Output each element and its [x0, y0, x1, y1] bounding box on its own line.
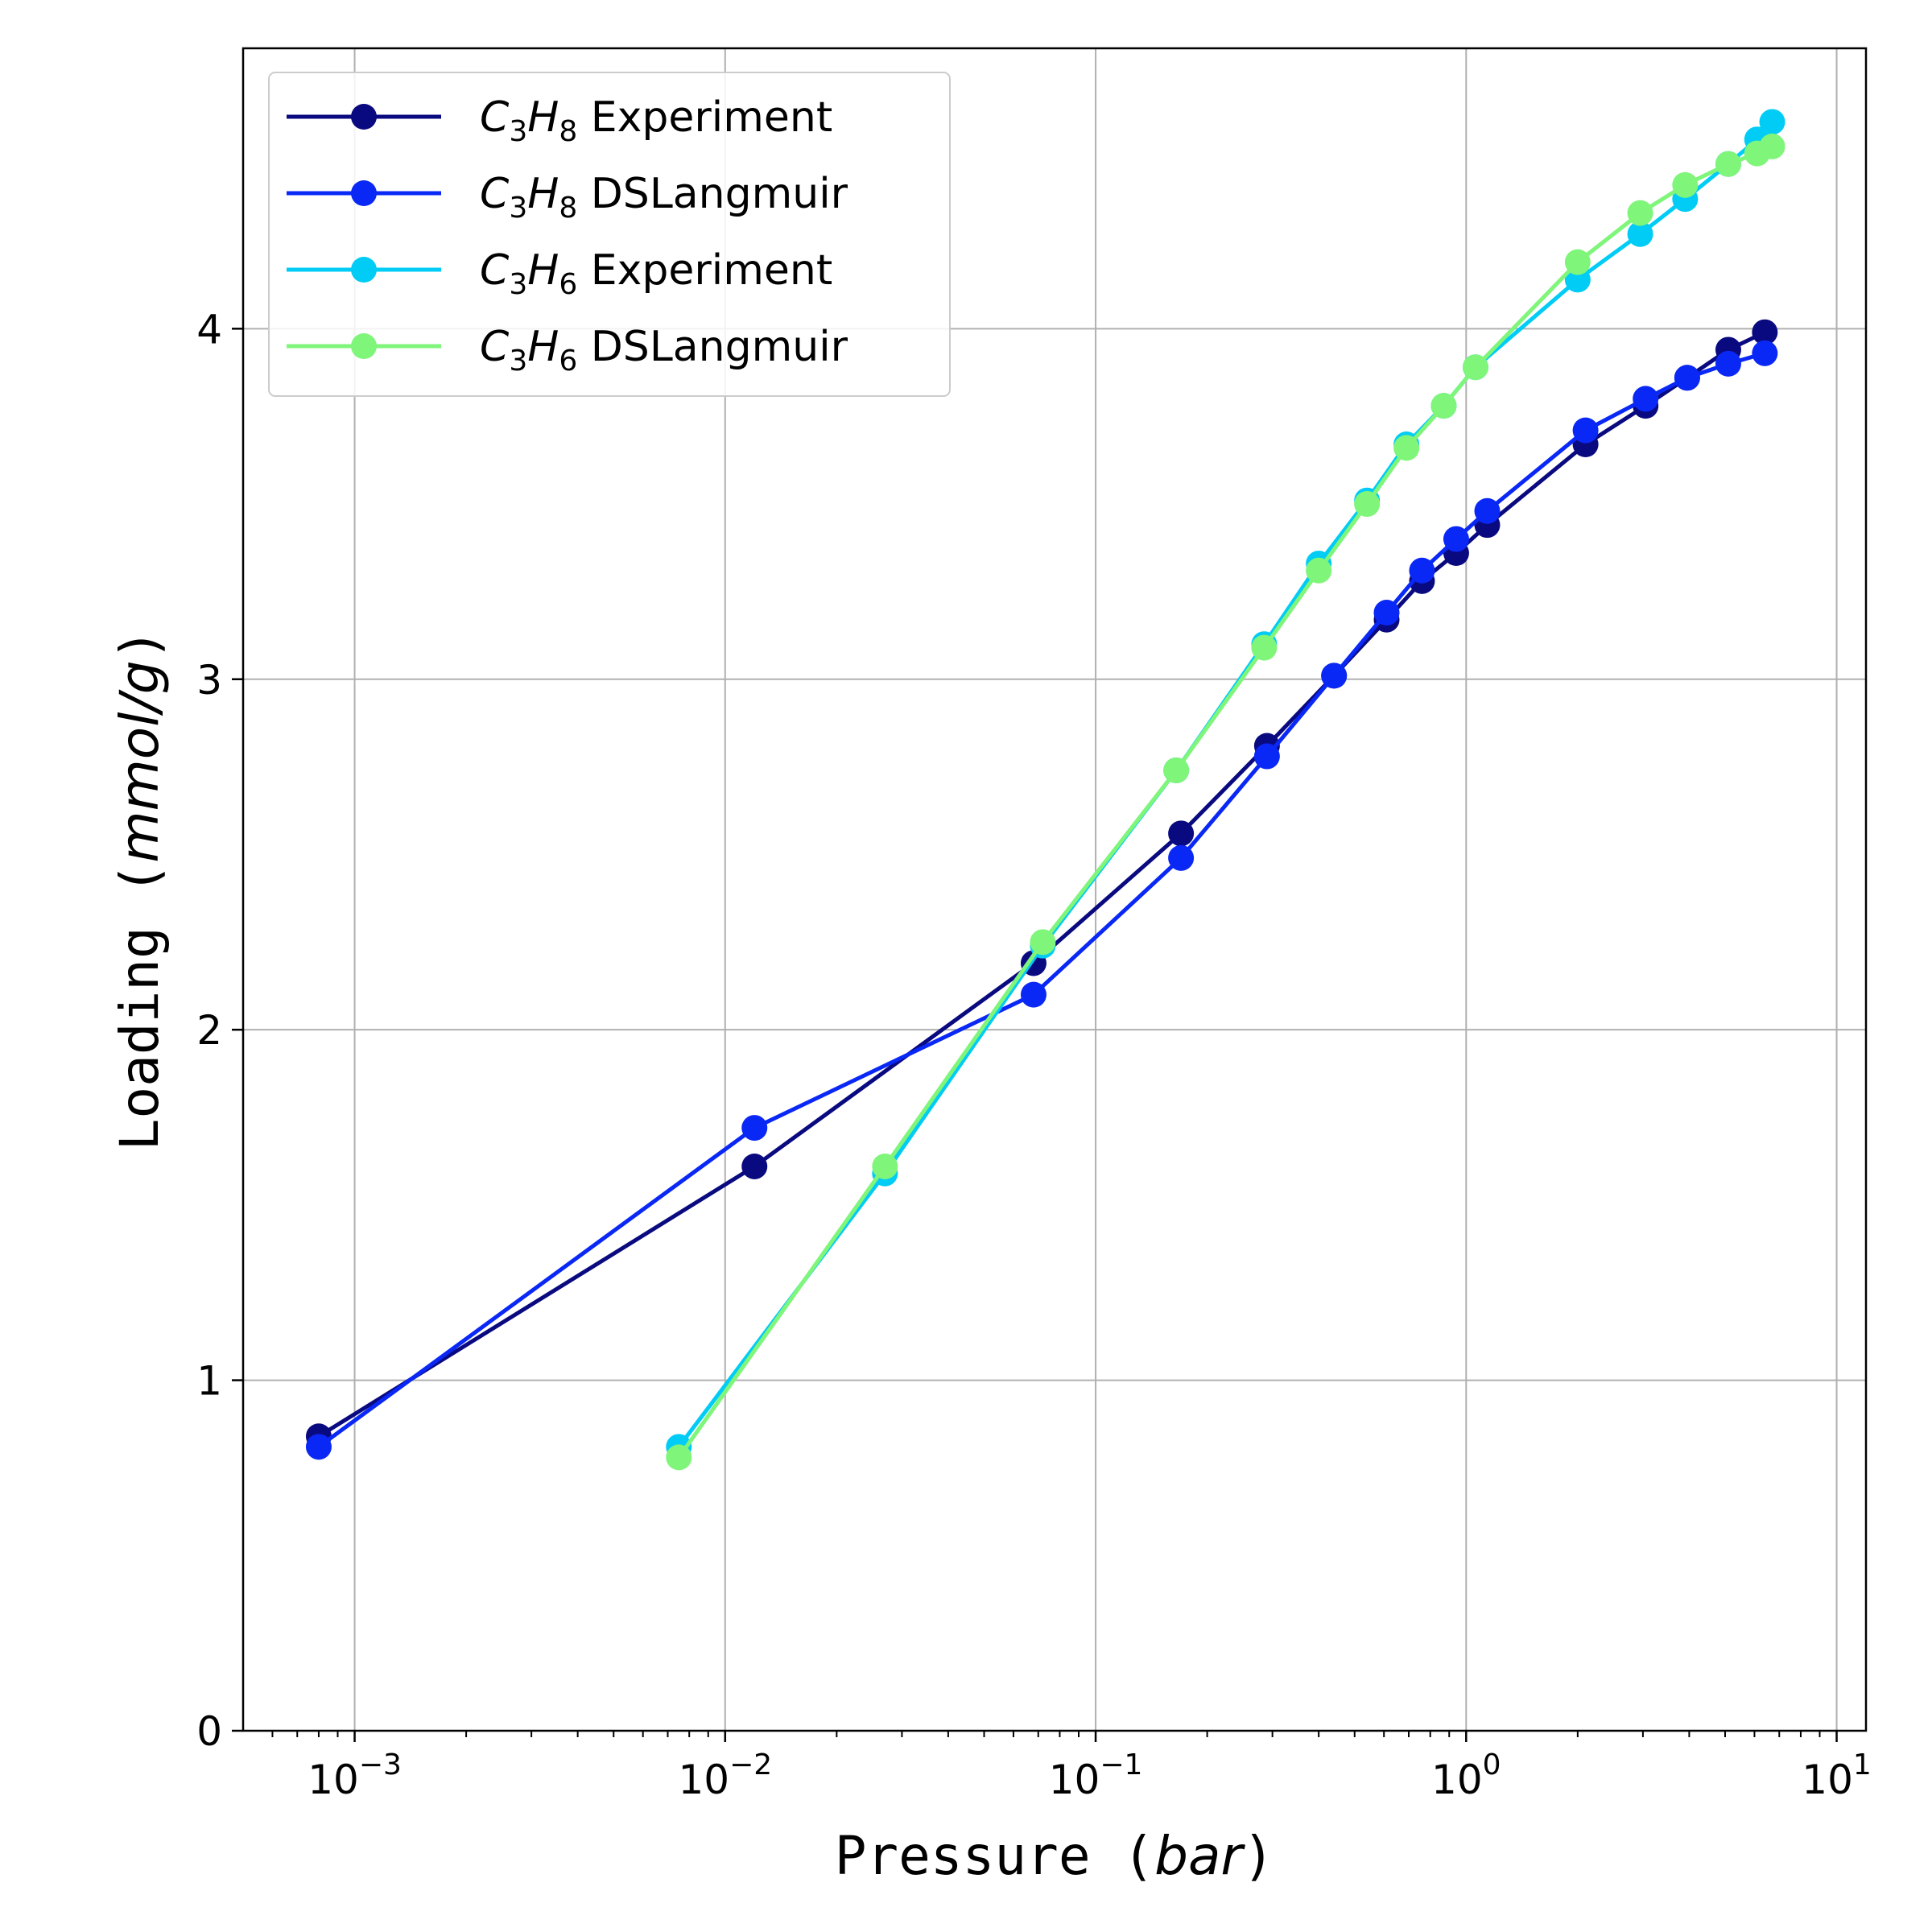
data-point — [1430, 393, 1457, 419]
data-point — [741, 1153, 768, 1179]
series-line — [317, 330, 1766, 1439]
data-point — [305, 1434, 332, 1460]
series-line — [677, 144, 1773, 1459]
y-axis-title: Loading (mmol/g) — [109, 629, 171, 1151]
data-point — [1474, 497, 1501, 524]
legend-box — [268, 72, 951, 397]
data-point — [872, 1153, 898, 1179]
legend-marker — [351, 180, 377, 206]
x-axis-label: Pressure — [835, 1825, 1091, 1887]
y-tick-label: 1 — [196, 1358, 222, 1405]
data-point — [1253, 743, 1280, 770]
data-point — [1443, 526, 1469, 552]
legend-label: C3H8 Experiment — [480, 93, 832, 148]
y-tick-label: 0 — [196, 1708, 222, 1755]
data-point — [1168, 844, 1195, 871]
data-point — [1759, 133, 1785, 159]
series-2 — [305, 340, 1778, 1460]
data-point — [1674, 365, 1700, 391]
legend-marker — [351, 257, 377, 283]
legend-item: C3H8 Experiment — [287, 93, 832, 148]
data-point — [1373, 600, 1400, 626]
series-line — [317, 351, 1766, 1449]
y-axis-label: Loading — [109, 927, 171, 1150]
plot-frame — [242, 47, 1868, 1732]
data-point — [1354, 491, 1381, 518]
x-tick-label: 10−1 — [1049, 1748, 1143, 1803]
data-point — [1752, 340, 1778, 366]
data-point — [1572, 417, 1599, 444]
series-layer — [305, 109, 1785, 1471]
data-point — [1752, 319, 1778, 345]
legend-item: C3H8 DSLangmuir — [287, 170, 848, 225]
legend-item: C3H6 Experiment — [287, 246, 832, 301]
data-point — [666, 1444, 692, 1471]
data-point — [1020, 981, 1046, 1008]
data-point — [1462, 354, 1488, 381]
data-point — [1672, 171, 1699, 198]
y-tick-label: 4 — [196, 306, 222, 353]
data-point — [1627, 200, 1653, 226]
legend-label: C3H6 DSLangmuir — [480, 323, 848, 378]
data-point — [1759, 109, 1785, 135]
data-point — [1393, 435, 1420, 461]
data-point — [741, 1115, 768, 1141]
series-4 — [666, 133, 1785, 1471]
legend-marker — [351, 104, 377, 130]
legend-label: C3H8 DSLangmuir — [480, 170, 848, 225]
data-point — [1163, 757, 1190, 783]
data-point — [1715, 151, 1741, 177]
data-point — [1715, 350, 1741, 377]
y-tick-label: 2 — [196, 1007, 222, 1054]
x-axis-title: Pressure (bar) — [835, 1825, 1275, 1887]
x-tick-label: 10−3 — [308, 1748, 402, 1803]
data-point — [1030, 929, 1056, 956]
legend-label: C3H6 Experiment — [480, 246, 832, 301]
legend: C3H8 Experiment C3H8 DSLangmuir C3H6 Exper… — [268, 72, 951, 397]
data-point — [1564, 249, 1591, 275]
legend-marker — [351, 333, 377, 359]
data-point — [1306, 557, 1332, 584]
x-tick-label: 100 — [1431, 1748, 1501, 1803]
x-axis-unit: bar — [1154, 1825, 1245, 1887]
data-point — [1321, 663, 1348, 689]
series-1 — [305, 319, 1778, 1450]
y-axis-unit: mmol/g — [109, 660, 171, 862]
x-tick-label: 101 — [1802, 1748, 1872, 1803]
data-point — [1627, 221, 1653, 247]
x-tick-label: 10−2 — [678, 1748, 772, 1803]
data-point — [1168, 820, 1195, 847]
data-point — [1633, 386, 1659, 412]
y-tick-label: 3 — [196, 657, 222, 704]
data-point — [1409, 557, 1435, 584]
legend-item: C3H6 DSLangmuir — [287, 323, 848, 378]
data-point — [1251, 634, 1278, 661]
